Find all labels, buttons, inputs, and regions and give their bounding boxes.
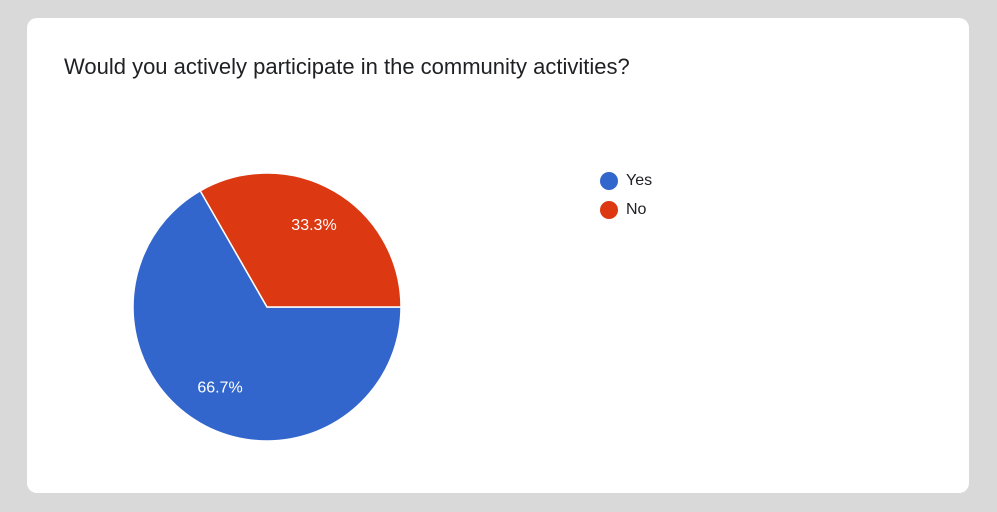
legend-marker: [600, 201, 618, 219]
slice-label: 33.3%: [291, 217, 336, 234]
legend-label: Yes: [626, 172, 652, 189]
legend-label: No: [626, 201, 647, 218]
chart-title: Would you actively participate in the co…: [64, 54, 630, 79]
legend-marker: [600, 172, 618, 190]
pie-slice: [199, 172, 402, 308]
pie-slice: [132, 189, 402, 442]
slice-label: 66.7%: [197, 379, 242, 396]
